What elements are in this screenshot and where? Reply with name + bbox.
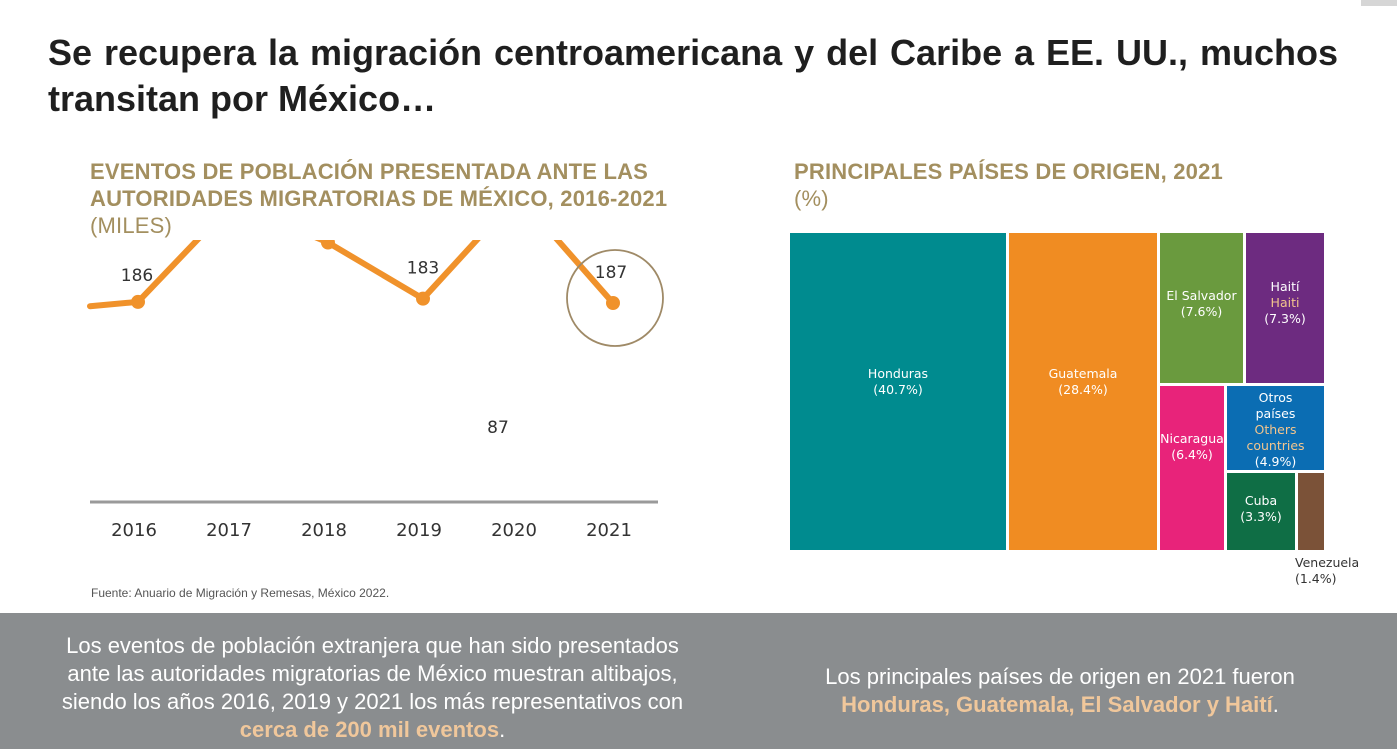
data-point-2021	[606, 296, 620, 310]
treemap-label: Haití Haiti (7.3%)	[1246, 279, 1324, 327]
treemap-label: Nicaragua (6.4%)	[1160, 431, 1224, 463]
treemap-tile-nicaragua: Nicaragua (6.4%)	[1160, 386, 1224, 550]
treemap-heading: PRINCIPALES PAÍSES DE ORIGEN, 2021 (%)	[794, 158, 1354, 212]
summary-band: Los eventos de población extranjera que …	[0, 613, 1397, 749]
treemap-tile-cuba: Cuba (3.3%)	[1227, 473, 1295, 550]
summary-left-text: Los eventos de población extranjera que …	[61, 633, 684, 714]
treemap-value: (6.4%)	[1171, 447, 1213, 462]
treemap-label: Cuba (3.3%)	[1227, 493, 1295, 525]
summary-left-highlight: cerca de 200 mil eventos	[239, 717, 500, 742]
treemap-unit: (%)	[794, 186, 829, 211]
x-tick-label-2017: 2017	[206, 520, 252, 541]
treemap-title: PRINCIPALES PAÍSES DE ORIGEN, 2021	[794, 159, 1223, 184]
treemap-alt-name: Others	[1254, 422, 1297, 437]
treemap-value: (7.3%)	[1264, 311, 1306, 326]
treemap-value: (1.4%)	[1295, 571, 1337, 586]
treemap-label: Otros países Others countries (4.9%)	[1227, 390, 1324, 470]
treemap-name: Nicaragua	[1160, 431, 1224, 446]
line-chart: 1862016942017131201818320198720201872021	[87, 240, 664, 541]
data-point-2019	[416, 291, 430, 306]
treemap-value: (28.4%)	[1058, 382, 1108, 397]
treemap-name: Guatemala	[1048, 366, 1118, 381]
treemap-tile-el-salvador: El Salvador (7.6%)	[1160, 233, 1243, 383]
treemap-label: Honduras (40.7%)	[790, 366, 1006, 398]
series-line	[87, 240, 616, 310]
x-tick-label-2019: 2019	[396, 520, 442, 541]
treemap-alt-name: countries	[1246, 438, 1305, 453]
data-label-2019: 183	[407, 259, 439, 279]
line-chart-unit: (MILES)	[90, 213, 173, 238]
line-chart-heading: EVENTOS DE POBLACIÓN PRESENTADA ANTE LAS…	[90, 158, 730, 239]
data-point-2016	[131, 294, 145, 309]
treemap-name: El Salvador	[1166, 288, 1237, 303]
summary-right-highlight: Honduras, Guatemala, El Salvador y Haití	[841, 692, 1273, 717]
x-tick-label-2018: 2018	[301, 520, 347, 541]
treemap-label: El Salvador (7.6%)	[1160, 288, 1243, 320]
source-note: Fuente: Anuario de Migración y Remesas, …	[91, 586, 390, 600]
summary-left-end: .	[499, 717, 506, 742]
treemap-name: Otros	[1258, 390, 1293, 405]
treemap-name: Cuba	[1244, 493, 1278, 508]
x-tick-label-2021: 2021	[586, 520, 632, 541]
summary-right: Los principales países de origen en 2021…	[800, 663, 1320, 719]
data-point-2018	[321, 240, 335, 250]
data-label-2021: 187	[595, 263, 627, 283]
line-chart-title: EVENTOS DE POBLACIÓN PRESENTADA ANTE LAS…	[90, 159, 668, 211]
treemap-name: países	[1255, 406, 1296, 421]
corner-decoration	[1361, 0, 1397, 6]
treemap-value: (3.3%)	[1240, 509, 1282, 524]
summary-left: Los eventos de población extranjera que …	[60, 632, 685, 744]
treemap-tile-otros-pa-ses: Otros países Others countries (4.9%)	[1227, 386, 1324, 470]
treemap-label: Guatemala (28.4%)	[1009, 366, 1157, 398]
treemap-label-venezuela: Venezuela (1.4%)	[1295, 555, 1359, 587]
treemap-tile-venezuela	[1298, 473, 1324, 550]
treemap-tile-hait-: Haití Haiti (7.3%)	[1246, 233, 1324, 383]
treemap-tile-honduras: Honduras (40.7%)	[790, 233, 1006, 550]
data-label-2020: 87	[487, 418, 509, 438]
summary-right-end: .	[1272, 692, 1279, 717]
treemap-tile-guatemala: Guatemala (28.4%)	[1009, 233, 1157, 550]
treemap-value: (7.6%)	[1180, 304, 1223, 319]
x-tick-label-2020: 2020	[491, 520, 537, 541]
data-label-2016: 186	[121, 266, 153, 286]
summary-right-text: Los principales países de origen en 2021…	[825, 664, 1295, 689]
treemap-name: Venezuela	[1295, 555, 1360, 570]
treemap-name: Haití	[1270, 279, 1300, 294]
treemap-name: Honduras	[867, 366, 929, 381]
treemap-value: (40.7%)	[873, 382, 923, 397]
page-title: Se recupera la migración centroamericana…	[48, 32, 1338, 119]
x-tick-label-2016: 2016	[111, 520, 157, 541]
highlight-circle	[566, 249, 664, 347]
treemap-alt-name: Haiti	[1270, 295, 1300, 310]
treemap-value: (4.9%)	[1254, 454, 1297, 469]
